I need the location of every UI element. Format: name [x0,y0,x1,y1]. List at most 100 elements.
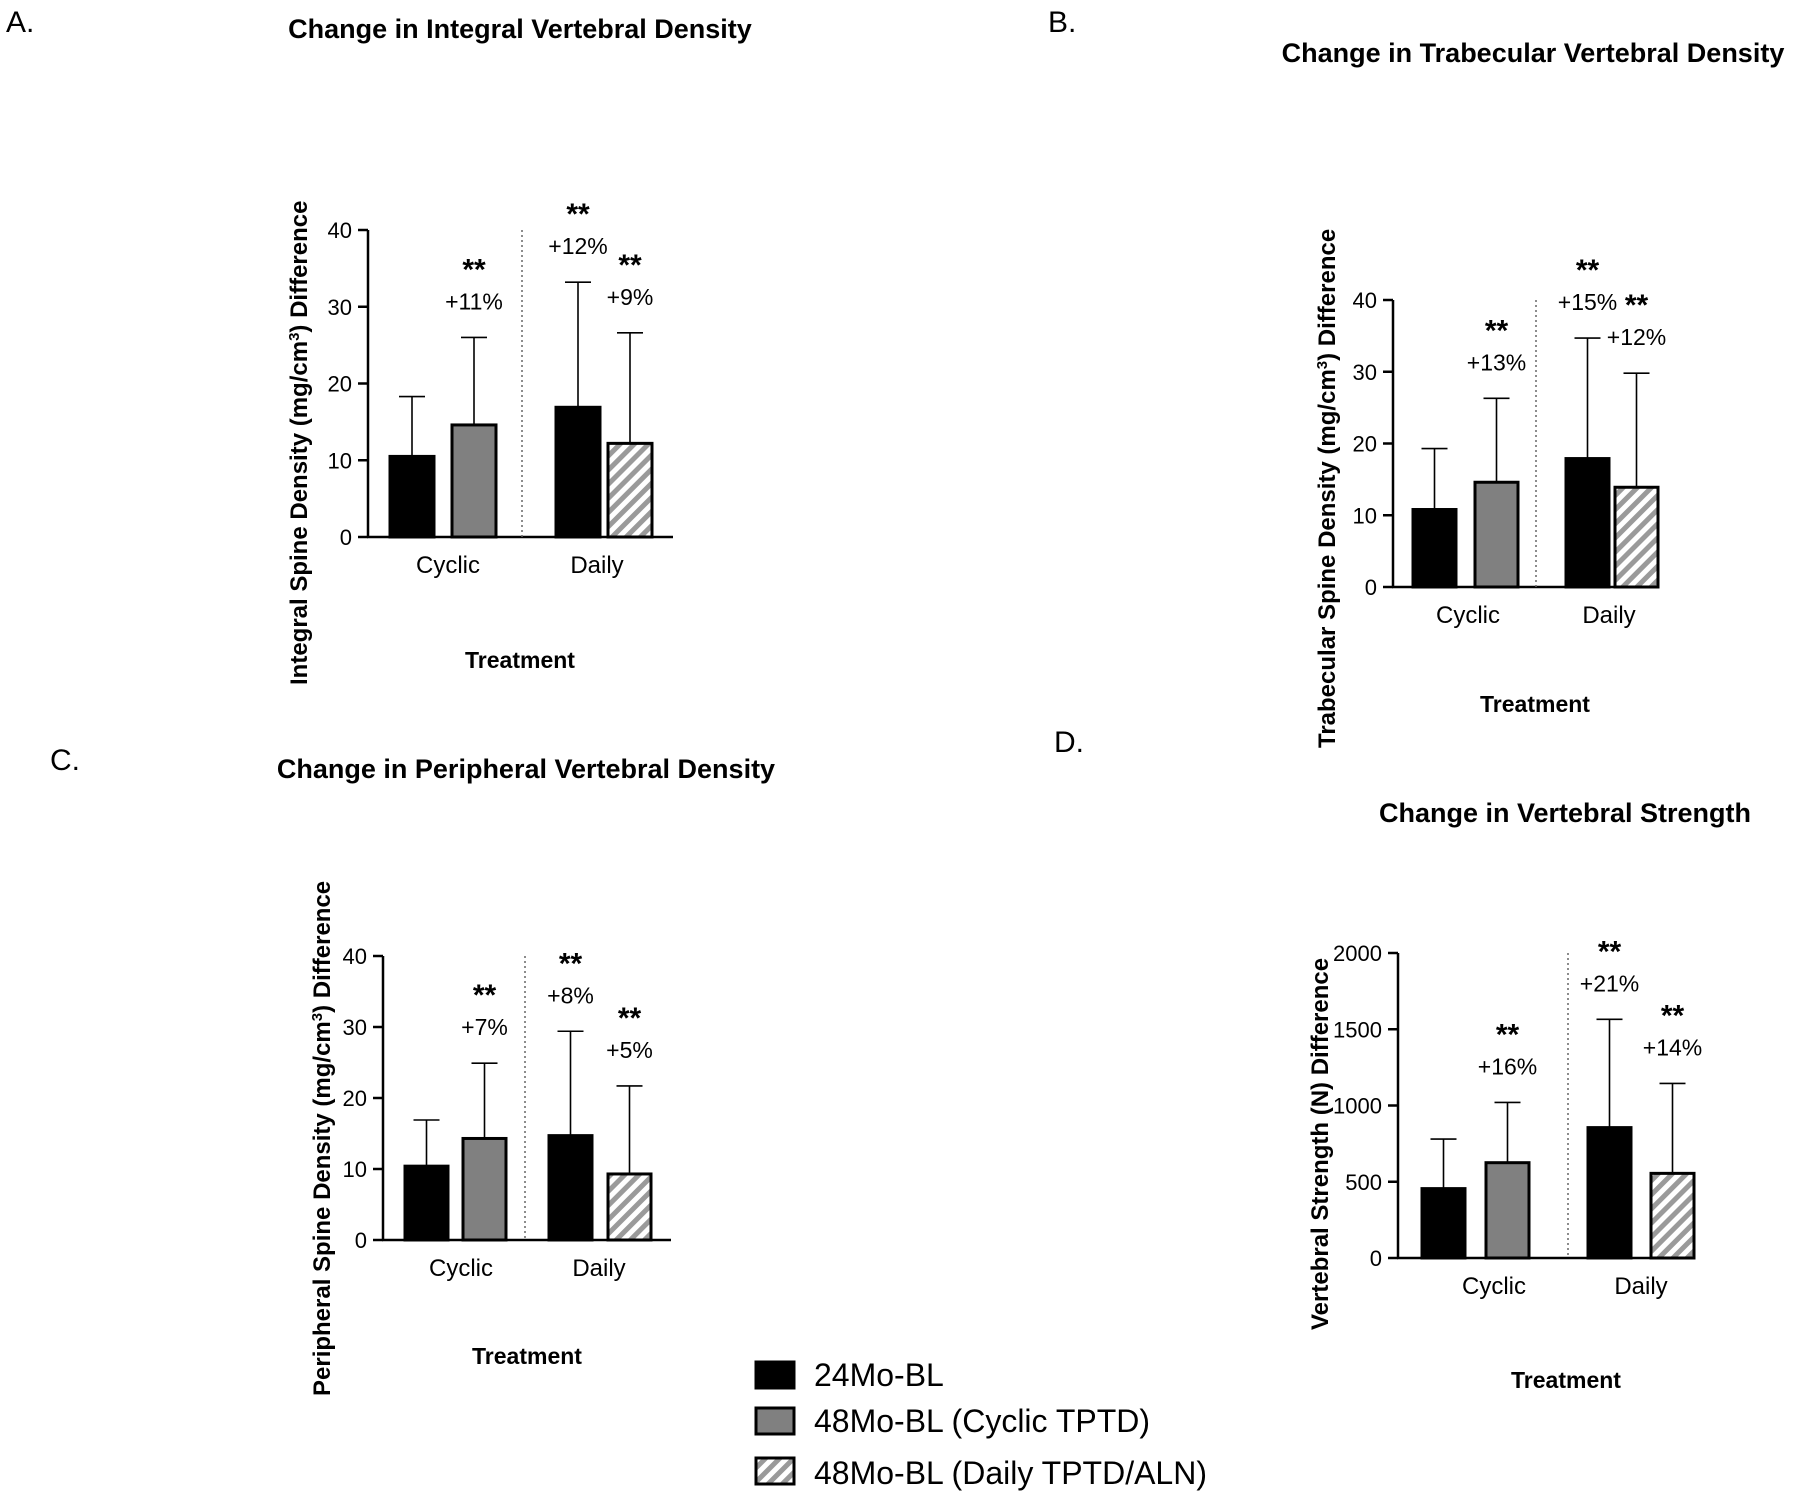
legend: 24Mo-BL 48Mo-BL (Cyclic TPTD) 48Mo-BL (D… [754,1357,1207,1491]
bar [1473,480,1520,589]
y-tick-label: 10 [343,1157,367,1182]
x-axis-label: Treatment [1480,691,1590,717]
bar [1420,1187,1467,1260]
y-tick-label: 500 [1345,1170,1382,1195]
percent-label: +9% [607,284,654,310]
x-axis-label: Treatment [1511,1367,1621,1393]
percent-label: +14% [1643,1034,1702,1060]
category-label: Cyclic [1436,602,1500,629]
bar [461,1136,508,1242]
chart-title: Change in Vertebral Strength [1379,798,1751,828]
percent-label: +13% [1467,349,1526,375]
category-label: Cyclic [1462,1273,1526,1300]
panel-letter: B. [1048,6,1076,39]
significance-stars: ** [462,253,486,286]
legend-swatch-24mo [754,1360,796,1390]
legend-label: 24Mo-BL [814,1357,944,1393]
bar [388,454,436,539]
y-tick-label: 30 [328,295,352,320]
significance-stars: ** [559,947,583,980]
y-tick-label: 0 [1370,1246,1382,1271]
y-tick-label: 2000 [1333,941,1382,966]
chart-panel-b: B. Change in Trabecular Vertebral Densit… [1048,6,1784,748]
percent-label: +12% [548,233,607,259]
y-tick-label: 10 [1353,503,1377,528]
percent-label: +15% [1558,289,1617,315]
category-label: Daily [572,1255,625,1282]
y-tick-label: 1000 [1333,1094,1382,1119]
significance-stars: ** [1496,1018,1520,1051]
bar [450,423,498,539]
y-tick-label: 0 [355,1228,367,1253]
significance-stars: ** [473,979,497,1012]
category-label: Cyclic [429,1255,493,1282]
percent-label: +11% [445,288,503,314]
percent-label: +12% [1607,324,1666,350]
category-label: Cyclic [416,552,480,579]
chart-panel-a: A. Change in Integral Vertebral Density … [6,6,752,685]
bar [1586,1126,1633,1260]
chart-title: Change in Trabecular Vertebral Density [1282,38,1785,68]
bar [403,1164,450,1242]
bar [1484,1161,1531,1260]
bar [1564,457,1611,589]
significance-stars: ** [1625,289,1649,322]
percent-label: +5% [606,1037,653,1063]
y-tick-label: 10 [328,448,352,473]
significance-stars: ** [1598,935,1622,968]
y-tick-label: 20 [328,372,352,397]
bar [606,1172,653,1242]
legend-swatch-daily [754,1456,796,1486]
y-axis-label: Peripheral Spine Density (mg/cm3) Differ… [309,881,337,1396]
y-tick-label: 0 [340,525,352,550]
y-axis-label: Trabecular Spine Density (mg/cm3) Differ… [1314,229,1342,748]
x-axis-label: Treatment [465,647,575,673]
chart-title: Change in Peripheral Vertebral Density [277,754,775,784]
percent-label: +16% [1478,1053,1537,1079]
significance-stars: ** [618,1002,642,1035]
legend-label: 48Mo-BL (Daily TPTD/ALN) [814,1455,1207,1491]
chart-panel-d: D. Change in Vertebral Strength Vertebra… [1054,726,1751,1393]
significance-stars: ** [1661,999,1685,1032]
bar [554,405,602,539]
category-label: Daily [570,552,623,579]
y-tick-label: 40 [1353,288,1377,313]
percent-label: +21% [1580,970,1639,996]
significance-stars: ** [1576,254,1600,287]
bar [547,1134,594,1242]
legend-swatch-cyclic [754,1406,796,1436]
y-tick-label: 40 [328,218,352,243]
significance-stars: ** [1485,314,1509,347]
percent-label: +8% [547,982,594,1008]
category-label: Daily [1582,602,1635,629]
significance-stars: ** [566,198,590,231]
chart-panel-c: C. Change in Peripheral Vertebral Densit… [50,744,775,1396]
panel-letter: A. [6,6,34,39]
significance-stars: ** [618,249,642,282]
y-tick-label: 30 [343,1015,367,1040]
bar [1613,485,1660,589]
x-axis-label: Treatment [472,1343,582,1369]
bar [606,441,654,539]
y-tick-label: 20 [343,1086,367,1111]
panel-letter: D. [1054,726,1084,759]
chart-title: Change in Integral Vertebral Density [288,14,752,44]
category-label: Daily [1614,1273,1667,1300]
legend-label: 48Mo-BL (Cyclic TPTD) [814,1403,1150,1439]
y-axis-label: Integral Spine Density (mg/cm3) Differen… [286,201,314,685]
y-tick-label: 1500 [1333,1017,1382,1042]
y-tick-label: 20 [1353,432,1377,457]
percent-label: +7% [461,1014,508,1040]
y-tick-label: 0 [1365,575,1377,600]
y-tick-label: 30 [1353,360,1377,385]
panel-letter: C. [50,744,80,777]
y-axis-label: Vertebral Strength (N) Difference [1307,958,1334,1330]
bar [1411,508,1458,589]
bar [1649,1171,1696,1260]
y-tick-label: 40 [343,944,367,969]
